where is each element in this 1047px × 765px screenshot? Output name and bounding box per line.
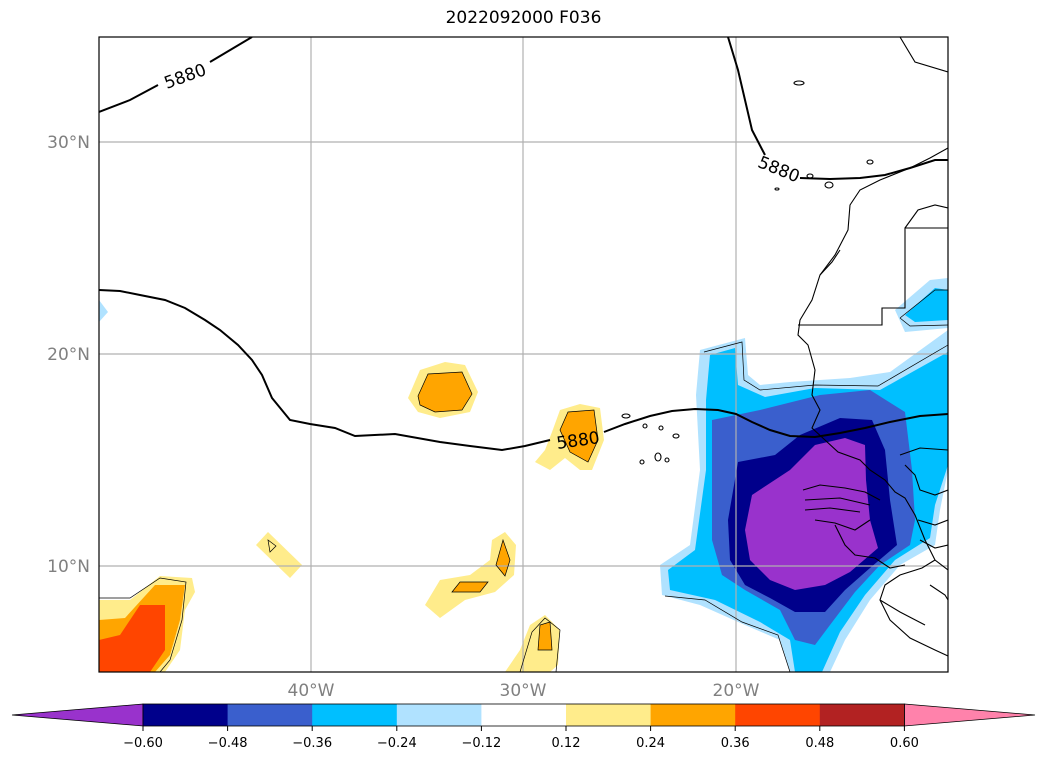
negative-anomaly-purple	[745, 438, 878, 590]
lat-label-30n: 30°N	[47, 133, 90, 153]
colorbar-segment	[227, 704, 313, 726]
positive-anomaly-patch-4b-core	[496, 540, 510, 576]
colorbar-tick-label: −0.48	[208, 736, 248, 751]
contour-label-northeast: 5880	[755, 153, 803, 188]
anomaly-contours	[99, 289, 948, 672]
positive-anomaly-patch-5-core	[538, 622, 552, 650]
lat-label-10n: 10°N	[47, 557, 90, 577]
lon-label-20w: 20°W	[713, 681, 760, 701]
colorbar-extend-low	[11, 703, 144, 727]
colorbar-segment	[819, 704, 905, 726]
colorbar-tick-label: 0.60	[890, 736, 919, 751]
map-panel: 5880 5880 5880	[99, 37, 948, 672]
positive-anomaly-patch-3	[256, 532, 302, 578]
positive-anomaly-patch-4	[425, 532, 516, 618]
colorbar-tick-label: 0.36	[721, 736, 750, 751]
lon-label-30w: 30°W	[500, 681, 547, 701]
positive-anomaly-patch-1-core	[418, 372, 472, 412]
contour-label-northwest: 5880	[162, 60, 209, 94]
colorbar-tick-label: 0.48	[805, 736, 834, 751]
colorbar-tick-label: 0.24	[636, 736, 665, 751]
colorbar-extend-high	[904, 703, 1036, 727]
colorbar-tick-label: −0.60	[123, 736, 163, 751]
lon-label-40w: 40°W	[288, 681, 335, 701]
colorbar-segment	[481, 704, 567, 726]
colorbar-frame	[142, 703, 905, 727]
colorbar-segment	[143, 704, 229, 726]
lat-label-20n: 20°N	[47, 345, 90, 365]
colorbar-segment	[396, 704, 482, 726]
graticule	[99, 37, 948, 672]
colorbar-tick-label: −0.12	[461, 736, 501, 751]
negative-anomaly-ne-cyan	[905, 288, 948, 322]
colorbar-tick-label: −0.36	[292, 736, 332, 751]
anomaly-shading	[99, 278, 948, 672]
positive-anomaly-patch-4-core	[452, 582, 488, 592]
colorbar-segment	[312, 704, 398, 726]
colorbar-segment	[735, 704, 821, 726]
map-frame	[98, 36, 949, 673]
map-title: 2022092000 F036	[445, 8, 602, 28]
coastlines	[621, 37, 948, 657]
colorbar-segment	[566, 704, 652, 726]
negative-anomaly-west-edge	[99, 300, 108, 322]
positive-anomaly-patch-2-core	[560, 410, 598, 462]
colorbar-tick-label: −0.24	[377, 736, 417, 751]
colorbar: −0.60 −0.48 −0.36 −0.24 −0.12 0.12 0.24 0.36 0.4…	[11, 703, 1036, 751]
positive-anomaly-sw-red	[99, 605, 165, 672]
colorbar-segment	[650, 704, 736, 726]
geopotential-contours	[99, 37, 948, 452]
colorbar-tick-label: 0.12	[552, 736, 581, 751]
